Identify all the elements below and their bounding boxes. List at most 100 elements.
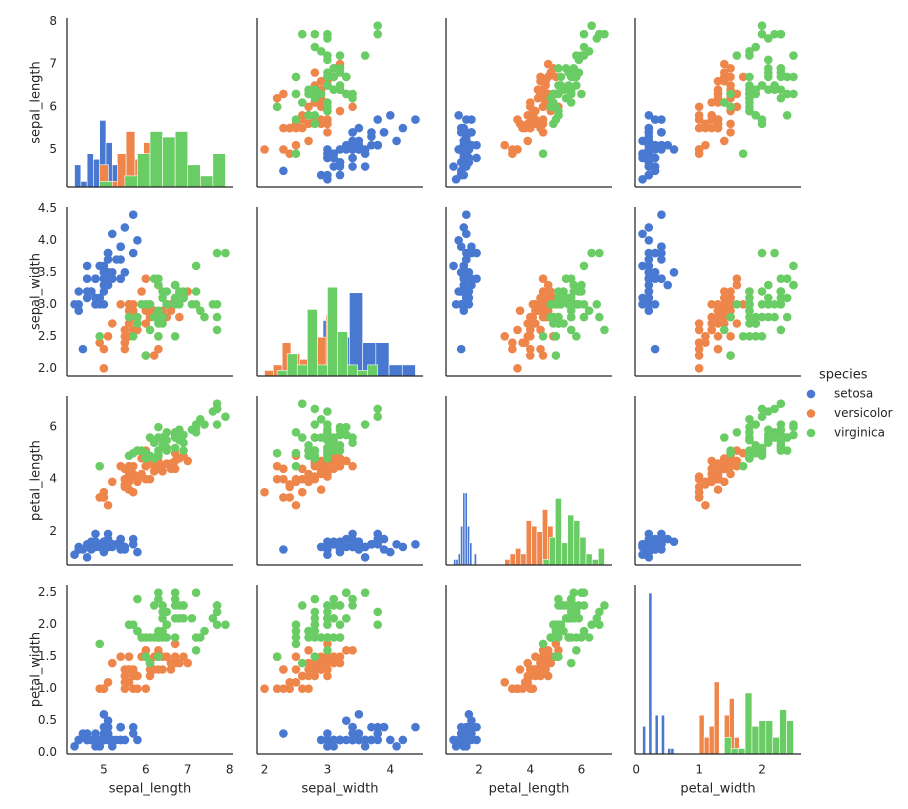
scatter-point xyxy=(316,76,326,86)
scatter-point xyxy=(91,729,100,738)
scatter-point xyxy=(373,140,383,150)
scatter-point xyxy=(566,658,576,668)
scatter-point xyxy=(745,106,754,116)
x-tick-label: 6 xyxy=(142,763,150,777)
hist-bar xyxy=(469,542,473,566)
scatter-point xyxy=(212,404,222,414)
scatter-point xyxy=(638,136,647,146)
scatter-point xyxy=(713,115,723,124)
scatter-point xyxy=(572,645,581,655)
scatter-point xyxy=(757,443,767,453)
scatter-point xyxy=(726,119,735,129)
scatter-point xyxy=(329,433,339,442)
scatter-point xyxy=(149,438,159,448)
scatter-point xyxy=(462,132,471,141)
scatter-point xyxy=(538,149,548,159)
scatter-point xyxy=(297,684,307,694)
scatter-point xyxy=(508,344,517,354)
scatter-point xyxy=(726,81,735,90)
scatter-point xyxy=(323,665,332,674)
scatter-point xyxy=(726,72,735,82)
scatter-point xyxy=(726,332,735,341)
scatter-point xyxy=(116,722,125,732)
scatter-point xyxy=(162,620,172,629)
scatter-point xyxy=(310,626,320,636)
scatter-point xyxy=(566,607,576,617)
scatter-point xyxy=(650,248,660,258)
hist-bar xyxy=(779,709,787,755)
scatter-point xyxy=(291,665,301,674)
scatter-point xyxy=(128,210,138,219)
scatter-point xyxy=(757,404,767,414)
scatter-point xyxy=(91,274,100,283)
scatter-point xyxy=(579,29,589,39)
hist-bar xyxy=(467,525,470,566)
scatter-point xyxy=(719,319,729,328)
y-tick-label: 2.5 xyxy=(38,329,57,343)
scatter-point xyxy=(285,482,294,492)
scatter-point xyxy=(316,467,326,476)
x-tick-label: 3 xyxy=(324,763,332,777)
scatter-point xyxy=(304,626,313,636)
hist-bar xyxy=(654,714,659,755)
scatter-point xyxy=(757,287,767,296)
scatter-point xyxy=(719,293,729,303)
scatter-point xyxy=(279,474,288,484)
scatter-point xyxy=(354,710,364,719)
scatter-point xyxy=(191,645,201,655)
scatter-point xyxy=(82,542,92,552)
x-axis-label: petal_length xyxy=(489,782,570,797)
scatter-point xyxy=(341,716,351,726)
scatter-point xyxy=(279,145,288,154)
scatter-point xyxy=(595,607,604,617)
scatter-point xyxy=(456,170,466,180)
scatter-point xyxy=(82,735,92,745)
hist-bar xyxy=(276,370,288,377)
y-tick-label: 1.0 xyxy=(38,681,57,695)
scatter-point xyxy=(154,626,163,636)
scatter-point xyxy=(644,162,654,171)
scatter-point xyxy=(776,399,786,408)
x-tick-label: 2 xyxy=(475,763,483,777)
scatter-point xyxy=(323,633,332,642)
scatter-point xyxy=(323,607,332,617)
scatter-point xyxy=(694,145,704,154)
hist-bar xyxy=(758,720,767,755)
scatter-point xyxy=(99,684,109,694)
scatter-point xyxy=(663,140,672,150)
hist-bar xyxy=(555,498,562,566)
scatter-point xyxy=(707,312,717,322)
y-tick-label: 0.0 xyxy=(38,745,57,759)
x-tick-label: 7 xyxy=(184,763,192,777)
scatter-point xyxy=(99,267,109,277)
scatter-point xyxy=(657,210,666,219)
scatter-point xyxy=(154,645,163,655)
scatter-point xyxy=(538,645,548,655)
scatter-point xyxy=(272,474,282,484)
scatter-point xyxy=(291,633,301,642)
scatter-point xyxy=(95,338,104,348)
scatter-point xyxy=(154,594,163,604)
scatter-point xyxy=(291,626,301,636)
scatter-point xyxy=(701,140,710,150)
scatter-point xyxy=(95,461,104,471)
hist-bar xyxy=(296,364,308,377)
scatter-point xyxy=(644,267,654,277)
scatter-point xyxy=(329,72,339,82)
scatter-point xyxy=(116,242,125,251)
scatter-point xyxy=(335,633,345,642)
scatter-point xyxy=(732,102,742,112)
scatter-point xyxy=(472,248,481,258)
hist-bar xyxy=(509,553,516,566)
hist-bar xyxy=(598,548,605,566)
scatter-point xyxy=(657,115,666,124)
scatter-point xyxy=(579,261,589,271)
scatter-point xyxy=(764,312,773,322)
scatter-point xyxy=(170,280,180,290)
scatter-point xyxy=(99,710,109,719)
scatter-point xyxy=(149,665,159,674)
scatter-point xyxy=(515,306,525,316)
scatter-point xyxy=(329,613,339,623)
hist-bar xyxy=(93,158,100,188)
scatter-point xyxy=(310,433,320,442)
